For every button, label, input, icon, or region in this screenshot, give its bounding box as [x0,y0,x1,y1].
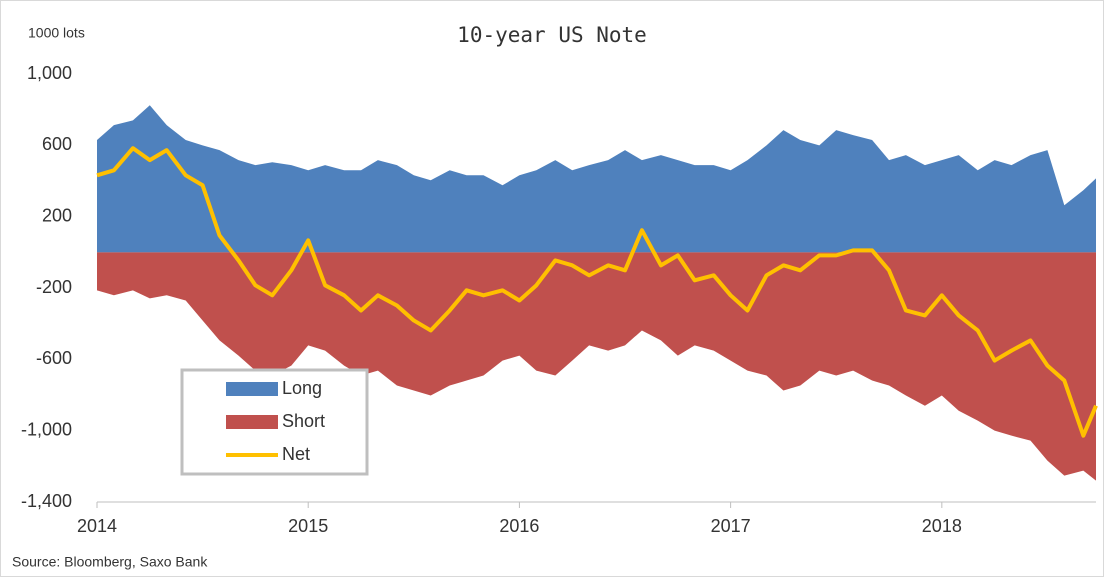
legend-swatch [226,382,278,396]
y-tick-label: -200 [36,277,72,297]
unit-label: 1000 lots [28,25,85,41]
y-tick-label: 600 [42,134,72,154]
legend-swatch [226,415,278,429]
area-long [97,105,1096,253]
x-tick-label: 2016 [499,516,539,536]
legend-label: Net [282,444,310,464]
y-tick-label: -1,400 [21,491,72,511]
line-net [96,146,1098,438]
x-tick-label: 2014 [77,516,117,536]
y-tick-label: -1,000 [21,419,72,439]
y-tick-label: -600 [36,348,72,368]
legend-label: Short [282,411,325,431]
x-tick-label: 2015 [288,516,328,536]
x-tick-label: 2018 [922,516,962,536]
area-short [97,252,1096,481]
chart-title: 10-year US Note [457,23,647,47]
x-tick-label: 2017 [711,516,751,536]
source: Source: Bloomberg, Saxo Bank [12,554,208,570]
y-tick-label: 1,000 [27,63,72,83]
y-tick-label: 200 [42,205,72,225]
legend-label: Long [282,378,322,398]
